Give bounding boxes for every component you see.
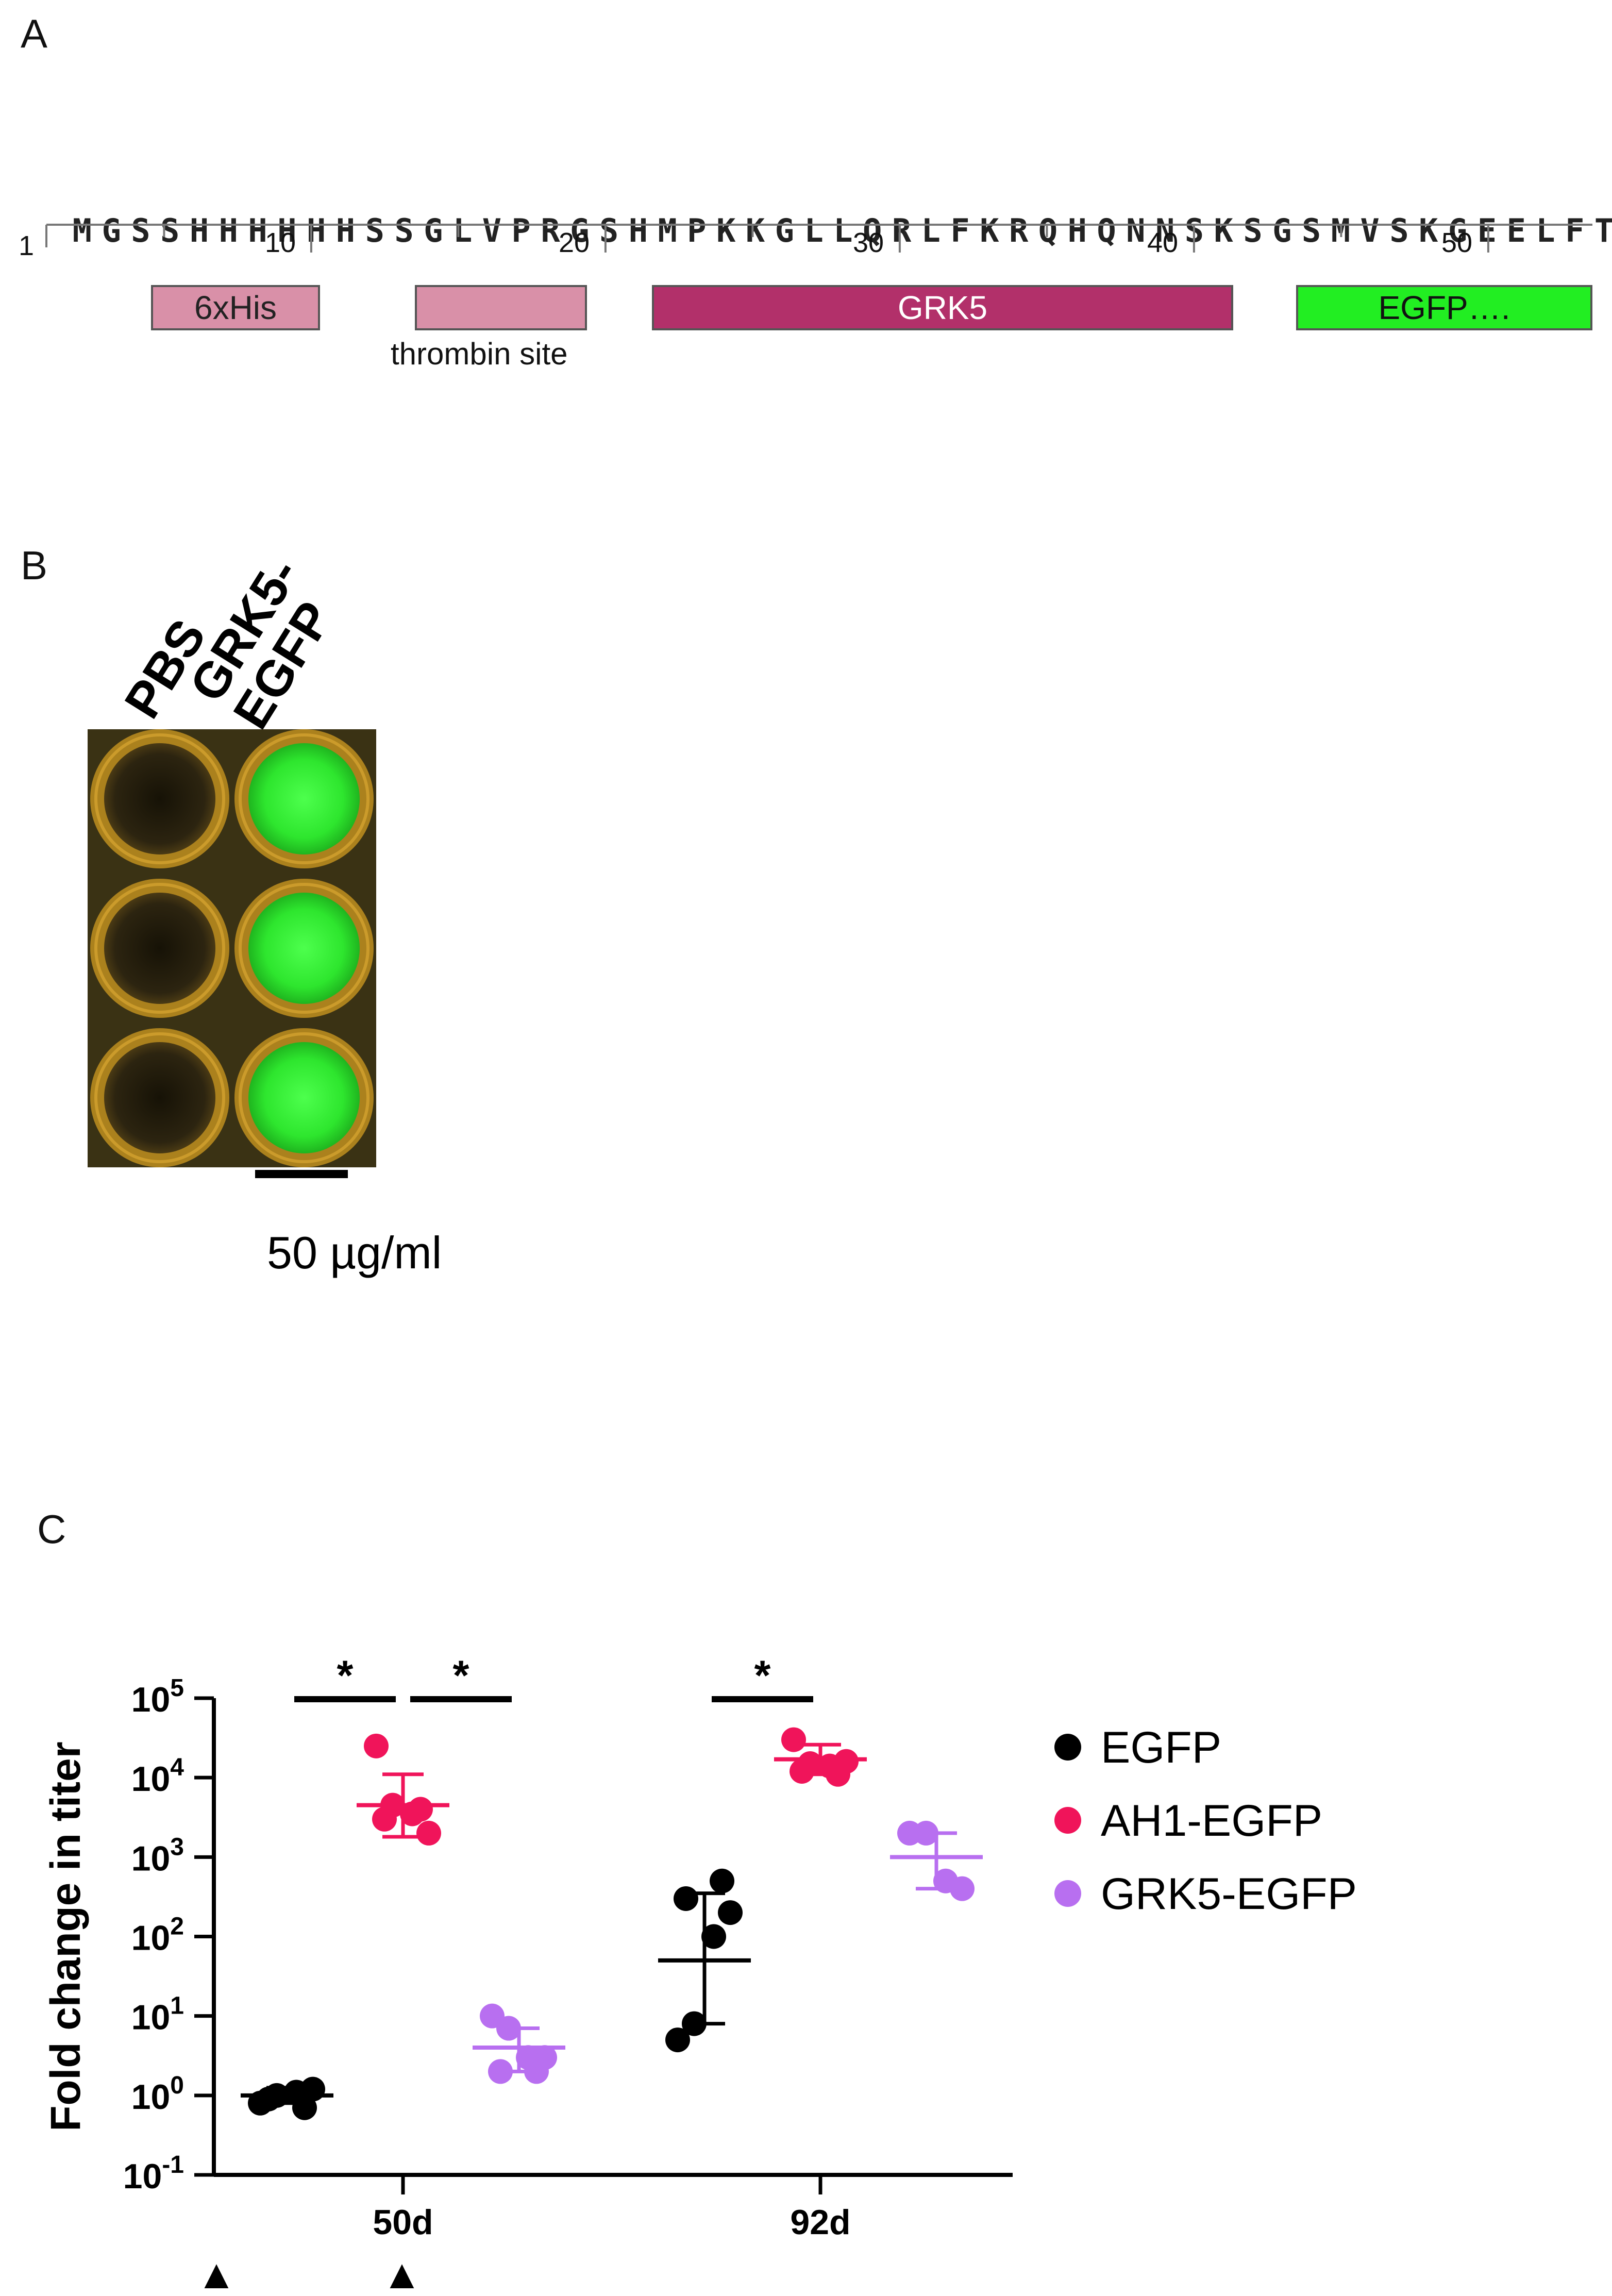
y-tick-label: 103	[131, 1833, 184, 1878]
legend-label: EGFP	[1101, 1723, 1221, 1772]
data-point	[292, 2095, 317, 2120]
ruler-tick-label: 30	[853, 227, 884, 258]
data-point	[416, 1820, 441, 1846]
domain-thrombin-site	[415, 285, 587, 330]
significance-star: *	[337, 1652, 354, 1699]
domain-egfp: EGFP….	[1296, 285, 1592, 330]
data-point	[701, 1924, 726, 1949]
significance-star: *	[754, 1652, 771, 1699]
sequence-text: MGSSHHHHHHSSGLVPRGSHMPKKGLLQRLFKRQHQNNSK…	[72, 212, 1612, 249]
timepoint-marker: ▲	[381, 2251, 422, 2296]
data-point	[408, 1797, 433, 1822]
ruler-start-label: 1	[19, 230, 35, 261]
legend-swatch	[1054, 1880, 1081, 1907]
well-edge	[94, 733, 225, 864]
well-grk5-egfp	[248, 893, 360, 1004]
domain-grk5: GRK5	[652, 285, 1233, 330]
legend-swatch	[1054, 1807, 1081, 1834]
sequence-ruler	[45, 224, 1592, 253]
data-point	[790, 1758, 814, 1784]
well-pbs	[104, 1042, 215, 1153]
well-grk5-egfp	[248, 743, 360, 854]
data-point	[674, 1886, 698, 1911]
mean-sd-bars	[241, 1742, 983, 2105]
ruler-ticks	[45, 225, 1489, 253]
panel-a-label: A	[21, 11, 48, 56]
column-label-grk5-egfp: GRK5- EGFP	[178, 547, 343, 739]
significance-star: *	[453, 1652, 469, 1699]
legend-label: AH1-EGFP	[1101, 1796, 1322, 1846]
x-tick-label: 92d	[790, 2203, 850, 2242]
ruler-tick-label: 40	[1147, 227, 1179, 258]
well-edge	[239, 733, 370, 864]
y-tick-label: 10-1	[123, 2151, 184, 2196]
panel-c-label: C	[37, 1506, 66, 1552]
legend: EGFP AH1-EGFP GRK5-EGFP	[1054, 1723, 1357, 1919]
domain-6xhis: 6xHis	[151, 285, 320, 330]
data-point	[718, 1900, 743, 1925]
significance-brackets: * * *	[294, 1652, 813, 1702]
ruler-tick-label: 20	[559, 227, 590, 258]
data-point	[372, 1806, 397, 1832]
panel-b-label: B	[21, 543, 48, 588]
y-tick-label: 101	[131, 1992, 184, 2037]
ruler-tick-label: 50	[1441, 227, 1473, 258]
well-grk5-egfp	[248, 1042, 360, 1153]
thrombin-site-caption: thrombin site	[391, 337, 568, 371]
y-tick-label: 104	[131, 1754, 184, 1799]
axes: 10-1 100 101 102 103 104 105 Fold change in tit…	[42, 1674, 1013, 2296]
wells	[90, 729, 374, 1167]
y-tick-label: 105	[131, 1674, 184, 1719]
well-edge	[239, 883, 370, 1014]
legend-label: GRK5-EGFP	[1101, 1869, 1357, 1919]
well-plate-photo	[88, 729, 376, 1167]
titer-scatter-chart: 10-1 100 101 102 103 104 105 Fold change in tit…	[42, 1652, 1357, 2296]
well-pbs	[104, 743, 215, 854]
scale-bar	[255, 1170, 348, 1178]
scale-bar-label: 50 µg/ml	[267, 1227, 442, 1278]
timepoint-marker: ▲	[196, 2251, 237, 2296]
data-point	[710, 1868, 734, 1893]
well-edge	[94, 883, 225, 1014]
data-point	[950, 1876, 975, 1901]
well-edge	[239, 1032, 370, 1163]
y-tick-label: 100	[131, 2072, 184, 2117]
well-pbs	[104, 893, 215, 1004]
y-tick-label: 102	[131, 1913, 184, 1958]
ruler-tick-label: 10	[265, 227, 296, 258]
y-axis-label: Fold change in titer	[42, 1741, 89, 2131]
data-points	[248, 1727, 975, 2120]
x-tick-label: 50d	[373, 2203, 433, 2242]
legend-swatch	[1054, 1734, 1081, 1761]
data-point	[256, 2086, 281, 2111]
data-point	[364, 1733, 389, 1758]
data-point	[781, 1727, 806, 1752]
well-edge	[94, 1032, 225, 1163]
protein-sequence: MGSSHHHHHHSSGLVPRGSHMPKKGLLQRLFKRQHQNNSK…	[34, 174, 1612, 249]
data-point	[665, 2027, 690, 2053]
